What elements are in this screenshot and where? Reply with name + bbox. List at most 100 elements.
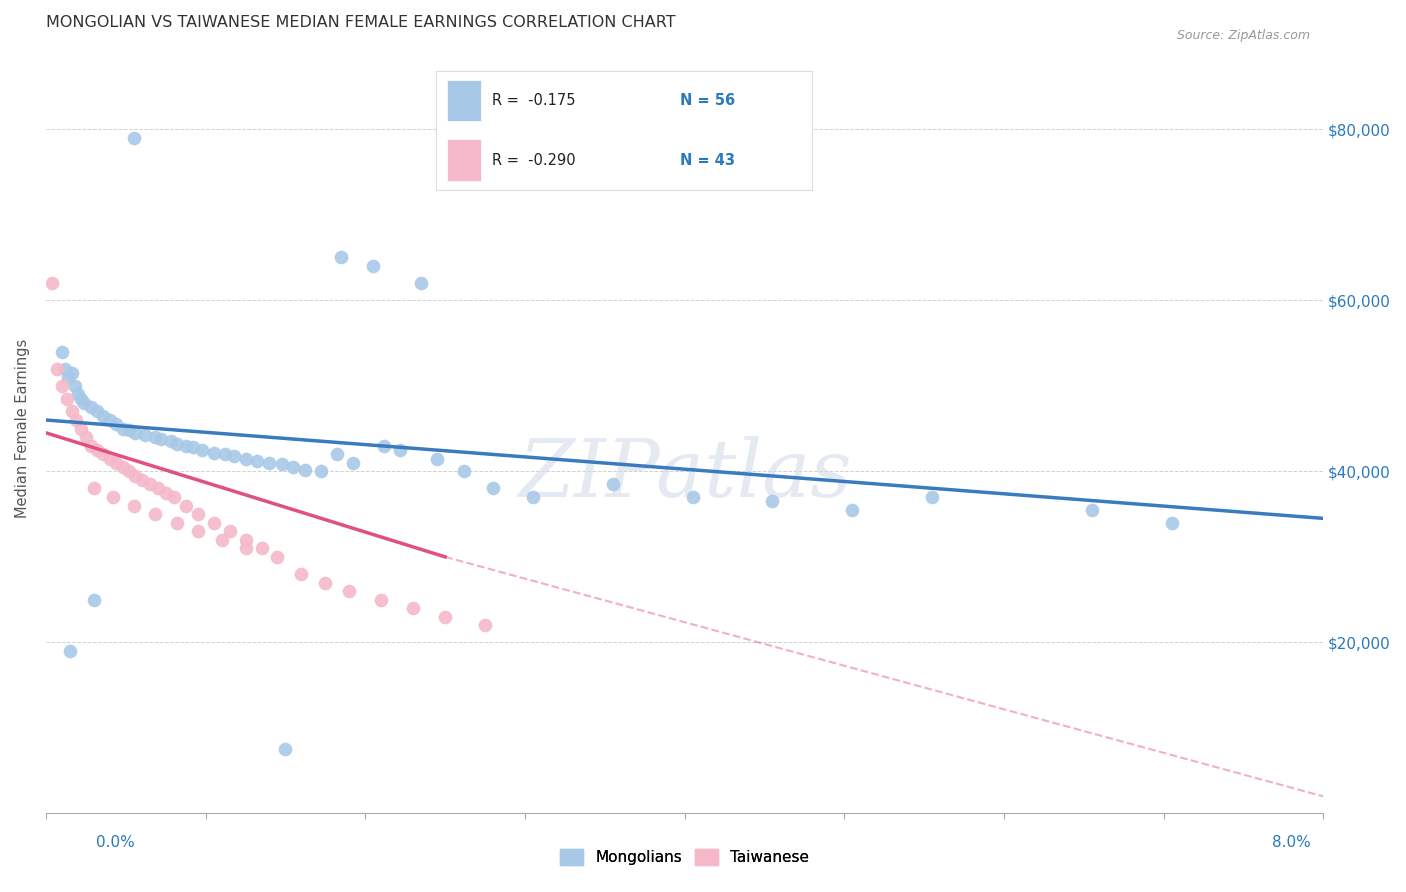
Point bbox=[143, 430, 166, 444]
Point bbox=[330, 251, 353, 265]
Point bbox=[124, 425, 146, 440]
Point bbox=[124, 468, 146, 483]
Point bbox=[841, 503, 863, 517]
Point bbox=[163, 490, 186, 504]
Point bbox=[187, 524, 209, 539]
Point bbox=[70, 392, 93, 406]
Y-axis label: Median Female Earnings: Median Female Earnings bbox=[15, 339, 30, 518]
Point bbox=[149, 432, 172, 446]
Point bbox=[202, 445, 225, 459]
Point bbox=[41, 276, 63, 290]
Point bbox=[111, 460, 134, 475]
Point bbox=[426, 451, 449, 466]
Point bbox=[274, 742, 297, 756]
Point bbox=[63, 379, 86, 393]
Text: 0.0%: 0.0% bbox=[96, 836, 135, 850]
Point bbox=[602, 477, 624, 491]
Point bbox=[314, 575, 336, 590]
Point bbox=[98, 451, 121, 466]
Point bbox=[235, 533, 257, 547]
Point bbox=[75, 430, 97, 444]
Point bbox=[176, 439, 198, 453]
Point bbox=[266, 549, 288, 564]
Point bbox=[361, 259, 384, 273]
Point bbox=[218, 524, 240, 539]
Point bbox=[187, 507, 209, 521]
Point bbox=[111, 421, 134, 435]
Point bbox=[79, 439, 101, 453]
Point bbox=[58, 370, 80, 384]
Point bbox=[453, 464, 475, 478]
Point bbox=[122, 499, 145, 513]
Point bbox=[309, 464, 332, 478]
Point bbox=[118, 423, 141, 437]
Point bbox=[214, 447, 236, 461]
Point bbox=[139, 477, 162, 491]
Point bbox=[474, 618, 496, 632]
Point bbox=[46, 361, 69, 376]
Point bbox=[59, 644, 82, 658]
Point bbox=[166, 437, 188, 451]
Point bbox=[271, 458, 294, 472]
Point bbox=[373, 439, 395, 453]
Point bbox=[224, 449, 246, 463]
Point bbox=[402, 601, 425, 615]
Point bbox=[73, 396, 96, 410]
Point bbox=[93, 447, 115, 461]
Point bbox=[389, 442, 412, 457]
Point bbox=[105, 456, 128, 470]
Point bbox=[682, 490, 704, 504]
Point bbox=[337, 584, 360, 599]
Point bbox=[51, 379, 73, 393]
Point bbox=[93, 409, 115, 423]
Text: ZIPatlas: ZIPatlas bbox=[517, 436, 852, 514]
Point bbox=[65, 413, 87, 427]
Point bbox=[83, 592, 105, 607]
Point bbox=[191, 442, 214, 457]
Point bbox=[294, 462, 316, 476]
Point bbox=[370, 592, 392, 607]
Point bbox=[259, 456, 281, 470]
Point bbox=[411, 276, 433, 290]
Point bbox=[60, 366, 83, 380]
Point bbox=[1160, 516, 1182, 530]
Point bbox=[290, 566, 312, 581]
Point bbox=[761, 494, 783, 508]
Text: MONGOLIAN VS TAIWANESE MEDIAN FEMALE EARNINGS CORRELATION CHART: MONGOLIAN VS TAIWANESE MEDIAN FEMALE EAR… bbox=[46, 15, 676, 30]
Point bbox=[246, 454, 269, 468]
Point bbox=[434, 609, 457, 624]
Point bbox=[122, 130, 145, 145]
Point bbox=[86, 442, 108, 457]
Text: Source: ZipAtlas.com: Source: ZipAtlas.com bbox=[1177, 29, 1310, 42]
Point bbox=[325, 447, 347, 461]
Point bbox=[53, 361, 76, 376]
Point bbox=[522, 490, 544, 504]
Point bbox=[83, 482, 105, 496]
Point bbox=[159, 434, 181, 449]
Point bbox=[79, 400, 101, 414]
Point bbox=[283, 460, 305, 475]
Point bbox=[202, 516, 225, 530]
Point bbox=[101, 490, 124, 504]
Point bbox=[146, 482, 169, 496]
Point bbox=[105, 417, 128, 432]
Point bbox=[155, 485, 177, 500]
Point bbox=[70, 421, 93, 435]
Point bbox=[181, 441, 204, 455]
Point bbox=[51, 344, 73, 359]
Point bbox=[66, 387, 89, 401]
Point bbox=[250, 541, 273, 556]
Legend: Mongolians, Taiwanese: Mongolians, Taiwanese bbox=[554, 843, 815, 871]
Point bbox=[55, 392, 77, 406]
Point bbox=[235, 451, 257, 466]
Point bbox=[86, 404, 108, 418]
Point bbox=[921, 490, 943, 504]
Point bbox=[98, 413, 121, 427]
Point bbox=[134, 428, 156, 442]
Point bbox=[166, 516, 188, 530]
Point bbox=[211, 533, 233, 547]
Point bbox=[482, 482, 505, 496]
Point bbox=[1080, 503, 1102, 517]
Point bbox=[131, 473, 153, 487]
Point bbox=[118, 464, 141, 478]
